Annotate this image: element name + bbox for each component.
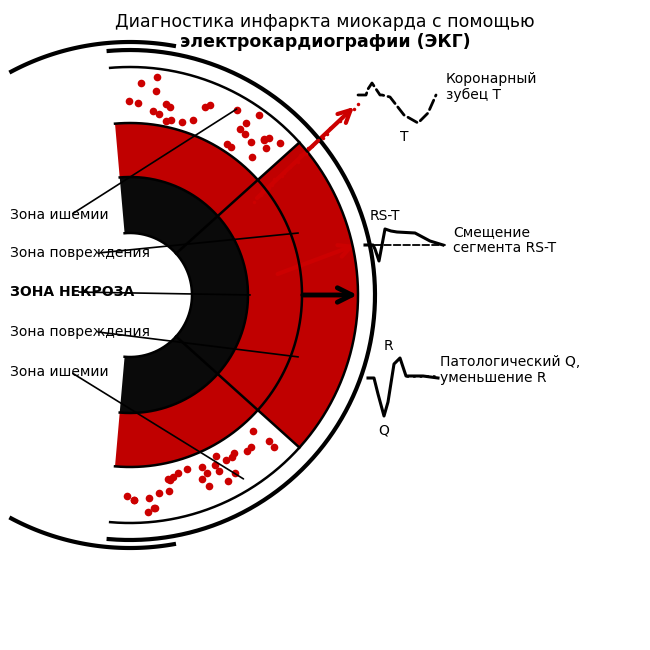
Text: Диагностика инфаркта миокарда с помощью: Диагностика инфаркта миокарда с помощью bbox=[115, 13, 535, 31]
Text: Зона ишемии: Зона ишемии bbox=[10, 208, 109, 222]
Text: ЗОНА НЕКРОЗА: ЗОНА НЕКРОЗА bbox=[10, 285, 135, 299]
Text: Зона повреждения: Зона повреждения bbox=[10, 246, 150, 260]
Polygon shape bbox=[120, 177, 248, 413]
Polygon shape bbox=[115, 123, 302, 467]
Text: Смещение
сегмента RS-T: Смещение сегмента RS-T bbox=[453, 225, 556, 255]
Polygon shape bbox=[258, 142, 358, 448]
Text: RS-T: RS-T bbox=[370, 209, 400, 223]
Text: Патологический Q,
уменьшение R: Патологический Q, уменьшение R bbox=[440, 355, 580, 385]
Text: Коронарный
зубец Т: Коронарный зубец Т bbox=[446, 72, 538, 102]
Text: T: T bbox=[400, 130, 408, 144]
Text: Зона повреждения: Зона повреждения bbox=[10, 325, 150, 339]
Text: электрокардиографии (ЭКГ): электрокардиографии (ЭКГ) bbox=[179, 33, 471, 51]
Text: R: R bbox=[384, 339, 393, 353]
Text: Q: Q bbox=[378, 424, 389, 438]
Polygon shape bbox=[110, 410, 300, 523]
Polygon shape bbox=[125, 233, 192, 357]
Text: Зона ишемии: Зона ишемии bbox=[10, 365, 109, 379]
Polygon shape bbox=[110, 67, 300, 180]
